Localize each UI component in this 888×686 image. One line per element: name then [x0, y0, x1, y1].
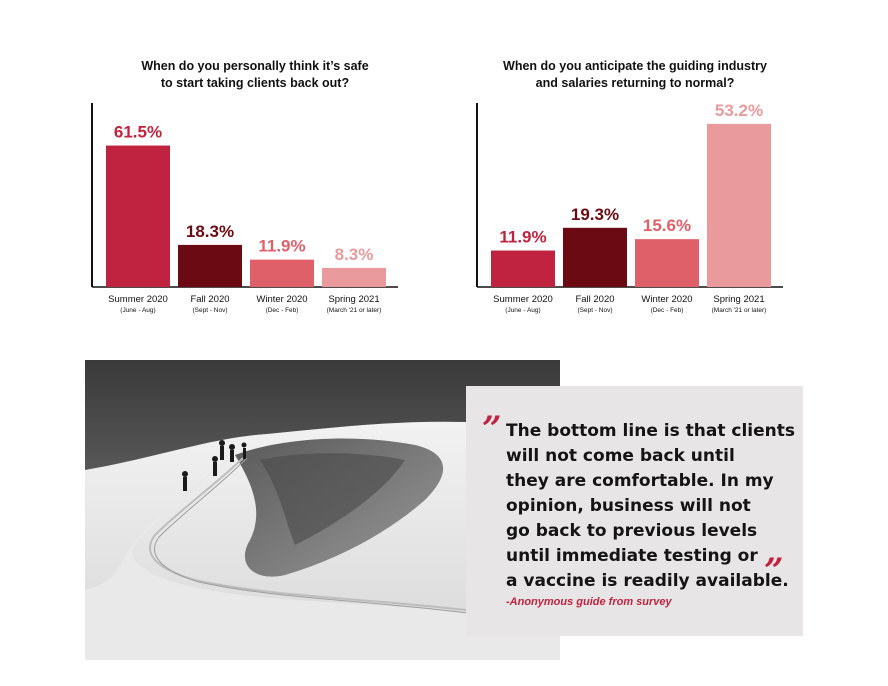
category-label-4: Spring 2021	[713, 294, 764, 305]
bar-2	[563, 227, 627, 287]
category-label-1: Summer 2020	[108, 294, 168, 305]
bar-2	[178, 244, 242, 287]
quote-box: ” The bottom line is that clients will n…	[466, 386, 803, 636]
category-label-1: Summer 2020	[493, 294, 553, 305]
bar-1	[106, 145, 170, 287]
chart2-bar-chart: 11.9% Summer 2020 (June - Aug) 19.3% Fall 20…	[476, 101, 783, 314]
quote-line: go back to previous levels	[506, 521, 758, 541]
category-sublabel-2: (Sept - Nov)	[192, 307, 227, 314]
chart1-title-line-2: to start taking clients back out?	[160, 76, 350, 90]
category-label-2: Fall 2020	[575, 294, 614, 305]
data-label-1: 61.5%	[114, 123, 162, 142]
close-quote-mark: ”	[764, 551, 784, 591]
data-label-3: 11.9%	[258, 237, 305, 256]
bar-3	[635, 239, 699, 287]
quote-line: until immediate testing or	[506, 546, 758, 566]
quote-text: The bottom line is that clients will not…	[506, 419, 796, 594]
quote-line: they are comfortable. In my	[506, 471, 774, 491]
chart1-title-line-1: When do you personally think it’s safe	[141, 59, 369, 73]
data-label-4: 53.2%	[715, 101, 763, 120]
category-sublabel-3: (Dec - Feb)	[651, 307, 684, 314]
quote-attribution: -Anonymous guide from survey	[506, 596, 672, 608]
category-sublabel-1: (June - Aug)	[120, 307, 155, 314]
data-label-2: 18.3%	[186, 222, 234, 241]
category-sublabel-1: (June - Aug)	[505, 307, 540, 314]
chart2-title-line-2: and salaries returning to normal?	[535, 76, 735, 90]
bar-3	[250, 259, 314, 287]
category-sublabel-2: (Sept - Nov)	[577, 307, 612, 314]
quote-line: The bottom line is that clients	[506, 421, 795, 441]
quote-line: opinion, business will not	[506, 496, 751, 516]
chart2-title-line-1: When do you anticipate the guiding indus…	[503, 59, 767, 73]
category-label-2: Fall 2020	[190, 294, 229, 305]
category-label-4: Spring 2021	[328, 294, 379, 305]
open-quote-mark: ”	[482, 409, 502, 449]
category-label-3: Winter 2020	[256, 294, 307, 305]
category-sublabel-4: (March '21 or later)	[327, 307, 382, 314]
chart2-title: When do you anticipate the guiding indus…	[470, 58, 800, 92]
category-sublabel-3: (Dec - Feb)	[266, 307, 299, 314]
data-label-4: 8.3%	[335, 245, 374, 264]
quote-line: will not come back until	[506, 446, 735, 466]
chart1-title: When do you personally think it’s safe t…	[95, 58, 415, 92]
bar-1	[491, 250, 555, 287]
quote-line: a vaccine is readily available.	[506, 571, 789, 591]
chart1-bar-chart: 61.5% Summer 2020 (June - Aug) 18.3% Fall 20…	[91, 103, 398, 314]
data-label-2: 19.3%	[571, 205, 619, 224]
category-label-3: Winter 2020	[641, 294, 692, 305]
category-sublabel-4: (March '21 or later)	[712, 307, 767, 314]
data-label-3: 15.6%	[643, 216, 691, 235]
bar-4	[322, 267, 386, 287]
bar-4	[707, 123, 771, 287]
data-label-1: 11.9%	[499, 228, 546, 247]
